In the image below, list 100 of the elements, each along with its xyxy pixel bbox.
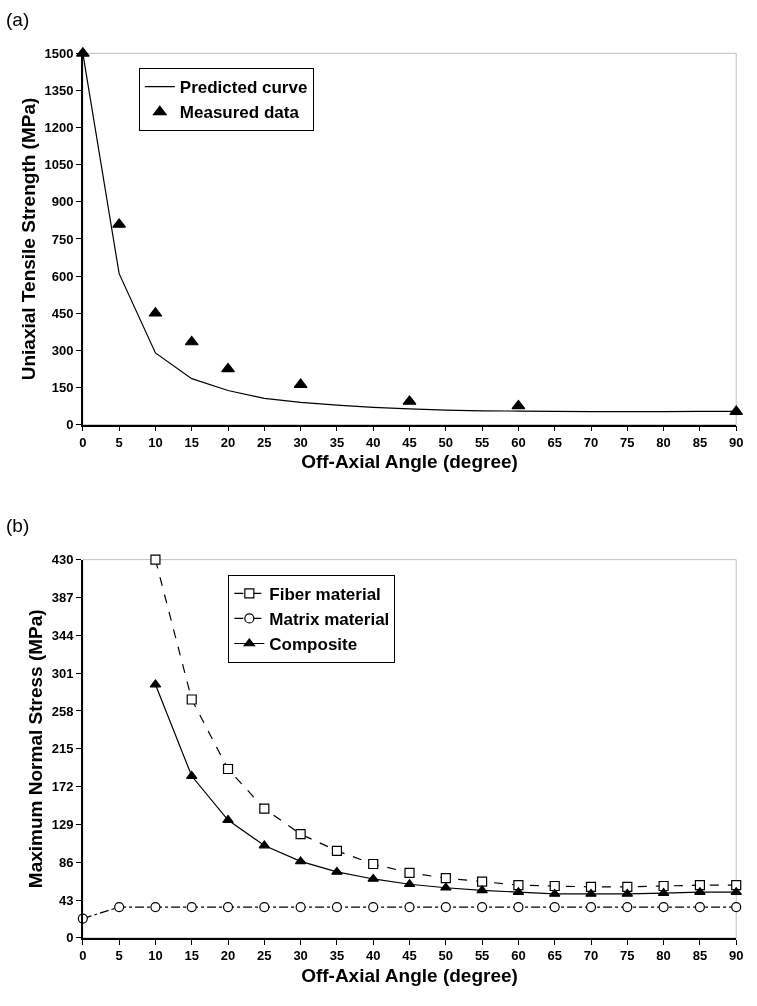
point: [658, 902, 669, 913]
x-tick-label: 70: [583, 435, 599, 451]
x-tick-label: 90: [728, 435, 744, 451]
y-tick-label: 215: [51, 741, 74, 757]
point: [150, 554, 161, 565]
point: [731, 902, 742, 913]
y-tick-label: 0: [66, 417, 74, 433]
x-tick-label: 10: [148, 435, 163, 451]
point: [585, 902, 597, 913]
y-tick-label: 86: [59, 854, 74, 870]
x-tick-label: 65: [547, 948, 562, 964]
y-tick-label: 450: [51, 305, 74, 321]
legend-label: Predicted curve: [179, 78, 308, 98]
x-tick-label: 75: [620, 948, 635, 964]
point: [440, 902, 451, 913]
x-tick-label: 40: [365, 435, 381, 451]
point: [585, 888, 597, 897]
point: [511, 399, 526, 410]
x-tick-label: 55: [474, 435, 490, 451]
point: [331, 902, 343, 913]
x-tick-label: 70: [583, 948, 599, 964]
point: [368, 858, 379, 870]
x-tick-label: 50: [438, 948, 454, 964]
x-tick-label: 60: [511, 948, 526, 964]
x-tick-label: 90: [728, 948, 744, 964]
y-tick-label: 387: [51, 590, 74, 606]
x-tick-label: 20: [220, 948, 236, 964]
y-tick-label: 43: [59, 892, 74, 908]
y-tick-label: 258: [51, 703, 74, 719]
x-tick-label: 75: [620, 435, 635, 451]
point: [295, 829, 306, 840]
x-tick-label: 55: [474, 948, 490, 964]
point: [222, 763, 234, 775]
x-tick-label: 85: [692, 948, 708, 964]
x-tick-label: 45: [402, 435, 417, 451]
point: [622, 902, 633, 913]
point: [368, 902, 379, 913]
x-tick-label: 40: [365, 948, 381, 964]
y-tick-label: 0: [66, 930, 74, 946]
point: [222, 814, 234, 823]
y-tick-label: 1350: [44, 82, 74, 98]
y-tick-label: 300: [51, 342, 74, 358]
y-axis-title: Uniaxial Tensile Strength (MPa): [17, 97, 39, 381]
point: [477, 876, 488, 887]
x-tick-label: 80: [656, 948, 671, 964]
point: [404, 902, 415, 913]
x-axis-title: Off-Axial Angle (degree): [301, 964, 518, 986]
y-tick-label: 172: [51, 779, 74, 795]
point: [694, 902, 706, 913]
point: [477, 902, 488, 913]
x-tick-label: 35: [329, 948, 345, 964]
legend-label: Fiber material: [269, 584, 381, 604]
x-tick-label: 5: [115, 948, 123, 964]
y-tick-label: 1200: [44, 120, 74, 136]
legend-label: Measured data: [179, 103, 300, 123]
x-tick-label: 0: [79, 948, 87, 964]
point: [184, 335, 199, 346]
point: [259, 902, 270, 913]
x-tick-label: 15: [184, 435, 199, 451]
y-tick-label: 600: [51, 268, 74, 284]
x-tick-label: 35: [329, 435, 345, 451]
chart-title: (a): [6, 9, 30, 30]
legend-label: Composite: [269, 635, 358, 655]
chart-title: (b): [6, 515, 30, 536]
y-tick-label: 430: [51, 552, 74, 568]
y-tick-label: 900: [51, 194, 74, 210]
point: [221, 362, 235, 373]
x-tick-label: 50: [438, 435, 454, 451]
point: [440, 882, 452, 891]
y-tick-label: 129: [51, 816, 74, 832]
x-tick-label: 30: [293, 435, 308, 451]
legend-label: Matrix material: [269, 610, 390, 630]
y-tick-label: 344: [51, 627, 75, 643]
point: [694, 887, 706, 896]
x-tick-label: 15: [184, 948, 199, 964]
x-tick-label: 0: [79, 435, 87, 451]
x-tick-label: 25: [257, 948, 272, 964]
x-axis-title: Off-Axial Angle (degree): [301, 451, 518, 473]
x-tick-label: 30: [293, 948, 308, 964]
point: [186, 694, 197, 705]
y-tick-label: 150: [51, 380, 74, 396]
point: [549, 880, 560, 892]
x-tick-label: 85: [692, 435, 708, 451]
point: [331, 845, 343, 856]
x-tick-label: 20: [220, 435, 236, 451]
x-tick-label: 45: [402, 948, 417, 964]
point: [259, 803, 270, 814]
x-tick-label: 10: [148, 948, 163, 964]
x-tick-label: 65: [547, 435, 562, 451]
x-tick-label: 25: [257, 435, 272, 451]
y-tick-label: 750: [51, 231, 74, 247]
point: [186, 902, 197, 913]
y-tick-label: 301: [51, 665, 74, 681]
y-tick-label: 1050: [44, 157, 74, 173]
point: [440, 872, 451, 884]
point: [222, 902, 234, 913]
point: [404, 867, 415, 878]
point: [114, 902, 125, 913]
y-axis-title: Maximum Normal Stress (MPa): [25, 609, 47, 889]
y-tick-label: 1500: [44, 45, 74, 61]
